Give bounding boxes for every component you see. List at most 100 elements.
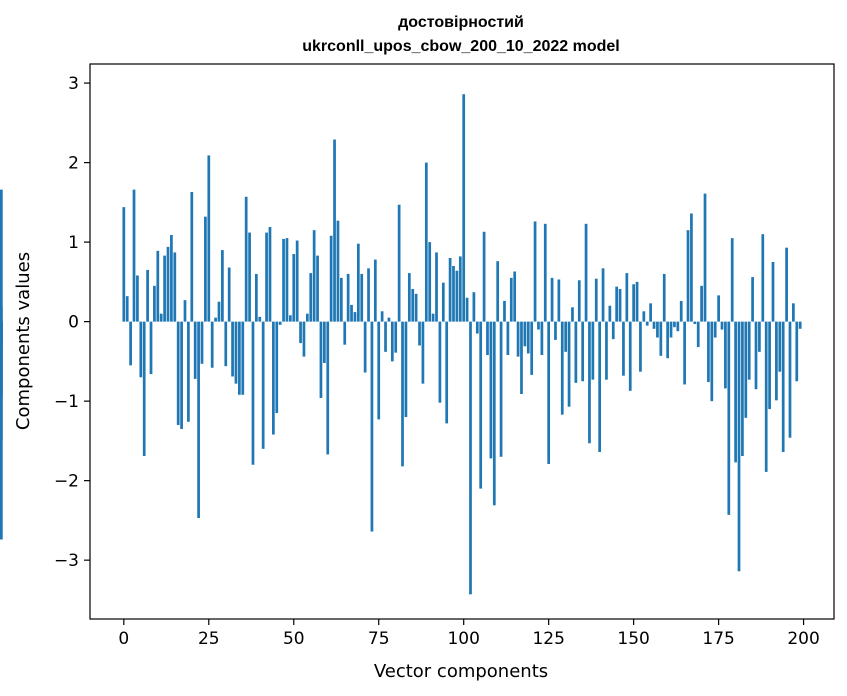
bar-13	[166, 246, 170, 322]
bar-55	[309, 273, 313, 322]
bar-81	[397, 204, 401, 322]
bar-33	[234, 321, 238, 384]
bar-195	[785, 247, 788, 322]
bar-28	[217, 301, 221, 322]
bar-189	[764, 321, 768, 472]
chart-subtitle: ukrconll_upos_cbow_200_10_2022 model	[302, 38, 619, 55]
x-tick-label: 200	[787, 629, 819, 649]
bar-60	[326, 321, 330, 455]
bar-123	[540, 321, 544, 356]
bar-152	[639, 321, 642, 372]
bar-153	[642, 311, 646, 322]
bar-150	[632, 284, 635, 322]
y-tick-label: 1	[68, 233, 79, 253]
bar-3	[132, 189, 136, 322]
bar-137	[588, 321, 591, 444]
bar-101	[465, 297, 469, 322]
bar-31	[227, 267, 231, 322]
bar-187	[758, 321, 761, 352]
bar-12	[163, 255, 166, 322]
bar-41	[261, 321, 265, 449]
y-tick-label: 2	[68, 154, 79, 174]
bar-139	[594, 278, 598, 322]
bar-115	[513, 271, 517, 322]
bar-163	[676, 321, 680, 332]
bar-90	[428, 242, 432, 322]
bar-62	[333, 139, 336, 322]
bar-69	[356, 243, 360, 322]
bar-46	[278, 321, 282, 325]
bar-65	[343, 321, 347, 345]
bar-82	[401, 321, 404, 467]
bar-192	[775, 321, 778, 401]
bar-180	[734, 321, 737, 463]
bar-135	[581, 321, 585, 382]
bar-198	[795, 321, 799, 382]
bar-161	[669, 321, 673, 338]
bar-91	[431, 313, 435, 322]
y-tick-label: −3	[54, 551, 79, 571]
bar-164	[679, 300, 683, 322]
bar-159	[662, 273, 666, 322]
bar-89	[424, 162, 428, 322]
bar-48	[285, 238, 289, 322]
bar-86	[414, 293, 418, 322]
bar-199	[798, 321, 802, 329]
bar-121	[533, 221, 537, 322]
bar-174	[713, 321, 717, 338]
bar-166	[686, 230, 690, 322]
x-tick-label: 25	[198, 629, 220, 649]
bar-20	[190, 192, 194, 322]
x-tick-label: 150	[617, 629, 649, 649]
bar-130	[564, 321, 568, 352]
bar-18	[183, 300, 187, 322]
bar-64	[339, 277, 343, 322]
bar-76	[380, 311, 384, 322]
bar-87	[418, 321, 421, 346]
bar-6	[142, 321, 146, 456]
bar-141	[601, 268, 605, 322]
bar-126	[550, 277, 554, 322]
bar-5	[139, 321, 143, 378]
bar-154	[645, 321, 649, 326]
bar-177	[724, 321, 727, 389]
bar-27	[214, 317, 217, 322]
bar-109	[492, 321, 496, 506]
bar-73	[370, 321, 374, 532]
x-tick-label: 100	[447, 629, 479, 649]
chart-title: достовірностий	[398, 14, 524, 31]
bar-128	[557, 279, 561, 322]
bar-103	[472, 292, 476, 322]
bar-179	[730, 238, 734, 322]
bar-undefined	[0, 321, 3, 343]
bar-54	[305, 313, 309, 322]
bar-112	[503, 300, 506, 322]
x-tick-label: 50	[283, 629, 305, 649]
bar-156	[652, 321, 656, 329]
bar-181	[737, 321, 741, 572]
x-tick-label: 75	[368, 629, 390, 649]
bar-11	[159, 313, 163, 322]
bar-111	[499, 321, 503, 457]
bar-143	[608, 305, 612, 322]
bar-172	[707, 321, 710, 383]
bar-155	[649, 303, 652, 322]
bar-93	[438, 321, 442, 403]
bar-133	[574, 321, 578, 383]
bar-162	[673, 321, 676, 328]
bar-114	[509, 277, 513, 322]
bar-94	[441, 282, 445, 322]
bar-173	[710, 321, 714, 402]
bar-157	[656, 321, 659, 338]
bar-98	[455, 270, 459, 322]
bar-170	[700, 285, 703, 322]
bar-58	[319, 321, 323, 398]
y-tick-label: −2	[54, 472, 79, 492]
bar-50	[292, 254, 296, 322]
bar-14	[170, 234, 173, 322]
bar-149	[628, 321, 632, 391]
bar-99	[458, 256, 462, 322]
x-tick-label: 175	[702, 629, 734, 649]
bar-118	[523, 321, 527, 347]
